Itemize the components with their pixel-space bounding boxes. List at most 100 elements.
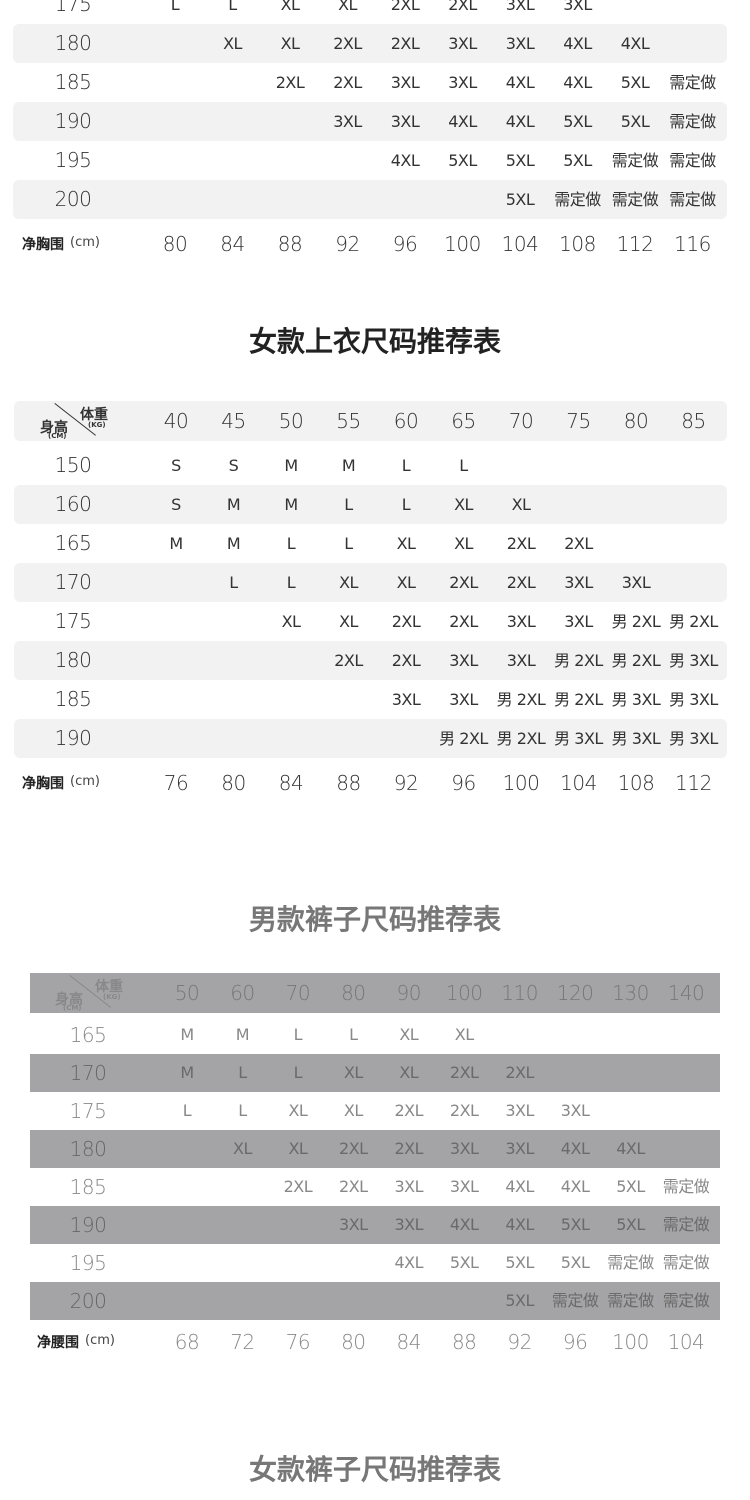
size-cell: 2XL [339,1177,368,1196]
row-band [13,23,727,63]
size-cell: 需定做 [669,189,716,209]
footer-unit: (cm) [70,774,100,789]
height-label: 180 [54,647,92,672]
size-cell: 男 3XL [669,650,718,670]
weight-header: 80 [341,981,366,1005]
size-cell: 4XL [563,72,592,92]
size-cell: L [229,572,238,592]
size-cell: XL [454,533,473,553]
size-cell: 3XL [391,689,421,709]
size-cell: 4XL [448,111,477,131]
size-cell: M [180,1063,194,1082]
size-cell: 男 3XL [554,728,603,748]
size-cell: XL [223,33,242,53]
size-cell: XL [233,1139,252,1158]
table-title: 女款裤子尺码推荐表 [248,1453,501,1486]
height-label: 200 [69,1289,107,1313]
height-label: 180 [69,1137,107,1161]
corner-weight-unit: (KG) [103,993,121,1001]
size-cell: 2XL [333,72,362,92]
height-label: 160 [54,491,92,516]
row-band [14,718,727,758]
size-cell: L [293,1025,303,1044]
size-cell: XL [338,0,357,14]
footer-value: 84 [396,1330,422,1354]
size-cell: XL [399,1025,419,1044]
footer-value: 104 [667,1330,705,1354]
weight-header: 75 [566,409,591,433]
height-label: 190 [69,1213,107,1237]
size-cell: XL [339,572,358,592]
footer-value: 92 [507,1330,532,1354]
size-cell: S [228,455,239,475]
size-cell: 2XL [506,572,536,592]
size-cell: 3XL [506,611,536,631]
weight-header: 55 [336,409,361,433]
size-cell: 男 3XL [669,689,718,709]
footer-value: 72 [230,1330,255,1354]
footer-value: 116 [674,232,711,256]
size-cell: M [235,1025,250,1044]
size-cell: 2XL [391,650,421,670]
height-label: 190 [54,725,92,750]
weight-header: 100 [445,981,483,1005]
height-label: 165 [69,1023,107,1047]
height-label: 175 [69,1099,107,1123]
size-cell: 3XL [394,1215,424,1234]
size-cell: L [344,533,353,553]
size-cell: 3XL [505,0,535,14]
height-label: 195 [69,1251,107,1275]
size-cell: 3XL [390,111,420,131]
weight-header: 90 [396,981,422,1005]
size-cell: 4XL [560,1139,590,1158]
footer-value: 100 [502,771,540,795]
size-cell: 4XL [620,33,650,53]
size-cell: 男 2XL [669,611,718,631]
size-cell: M [226,533,241,553]
height-label: 200 [54,186,92,211]
row-band [30,1130,720,1168]
size-cell: 3XL [563,0,592,14]
size-cell: 5XL [505,150,535,170]
size-cell: 男 2XL [554,650,603,670]
size-cell: XL [396,572,416,592]
size-cell: 男 2XL [496,689,546,709]
size-cell: 3XL [621,572,651,592]
weight-header: 80 [623,409,649,433]
weight-header: 70 [508,409,534,433]
height-label: 170 [54,569,92,594]
size-cell: XL [339,611,358,631]
height-label: 175 [54,608,92,633]
footer-value: 96 [392,232,418,256]
height-label: 165 [54,530,92,555]
size-cell: 男 3XL [611,728,661,748]
size-cell: XL [288,1139,308,1158]
size-cell: 3XL [339,1215,368,1234]
footer-value: 84 [220,232,245,256]
size-cell: M [284,455,298,475]
height-label: 170 [69,1061,107,1085]
corner-height: 身高 [40,420,68,436]
size-cell: 3XL [560,1101,590,1120]
height-label: 180 [54,30,92,55]
row-band [30,1054,720,1092]
size-cell: XL [280,0,300,14]
size-cell: 5XL [505,1253,534,1272]
size-cell: 3XL [449,1177,479,1196]
weight-header: 40 [163,409,189,433]
footer-label: 净胸围 [22,237,64,253]
size-cell: XL [288,1101,308,1120]
size-cell: 3XL [564,572,593,592]
size-cell: L [238,1063,247,1082]
footer-value: 100 [612,1330,649,1354]
size-cell: L [293,1063,303,1082]
footer-value: 88 [336,771,361,795]
weight-header: 65 [451,409,476,433]
size-cell: L [286,572,296,592]
weight-header: 120 [556,981,594,1005]
size-cell: 3XL [505,33,535,53]
size-cell: 需定做 [611,150,659,170]
size-cell: L [170,0,180,14]
size-cell: L [401,455,411,475]
